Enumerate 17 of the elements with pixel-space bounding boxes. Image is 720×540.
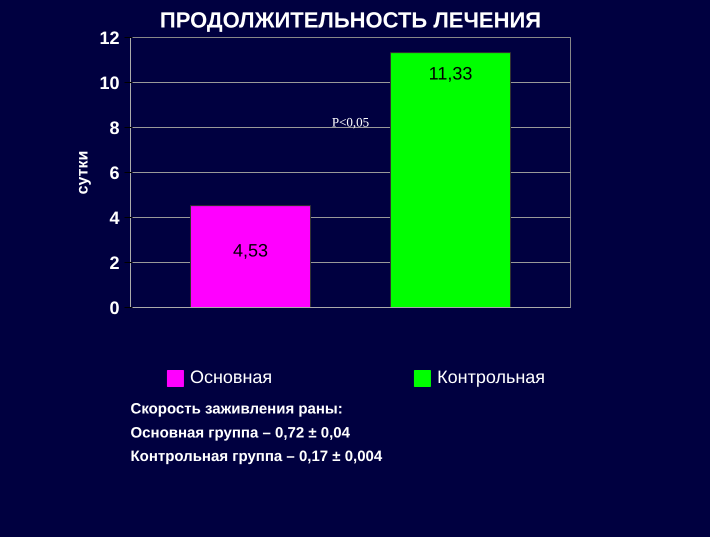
text: Основная группа – 0,72 ± 0,04 (130, 424, 351, 442)
legend-label: Контрольная (437, 367, 546, 388)
y-tick-label: 6 (109, 163, 120, 183)
chart-title: ПРОДОЛЖИТЕЛЬНОСТЬ ЛЕЧЕНИЯ (160, 8, 542, 32)
y-tick-label: 8 (109, 118, 120, 138)
y-tick-label: 0 (109, 298, 120, 318)
data-label: 4,53 (232, 240, 268, 261)
text: Контрольная группа – 0,17 ± 0,004 (130, 448, 383, 466)
y-tick-label: 10 (99, 73, 120, 93)
data-label: 11,33 (428, 64, 472, 84)
y-axis-title: сутки (74, 150, 92, 194)
y-tick-label: 12 (99, 28, 120, 48)
y-tick-label: 4 (109, 208, 120, 228)
legend-label: Основная (190, 367, 272, 388)
annotation: P<0,05 (332, 114, 370, 130)
text: Скорость заживления раны: (130, 400, 343, 418)
y-tick-label: 2 (109, 253, 120, 273)
